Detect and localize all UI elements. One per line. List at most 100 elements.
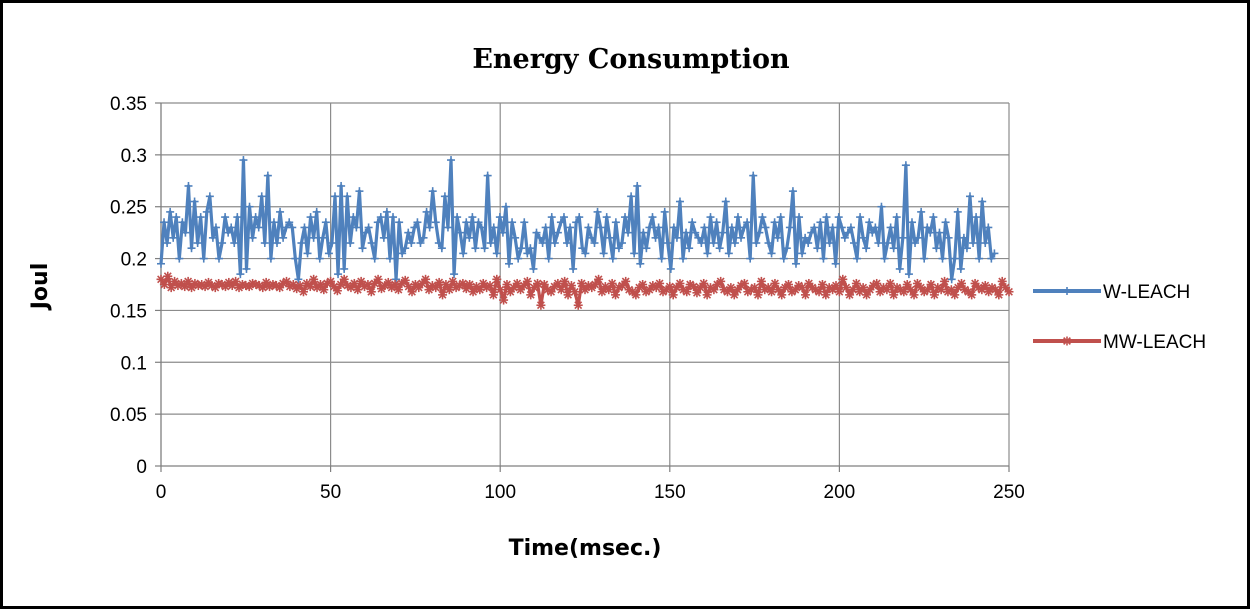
data-point	[553, 278, 563, 288]
data-point	[761, 223, 770, 232]
data-point	[837, 223, 846, 232]
data-point	[529, 283, 539, 293]
data-point	[266, 254, 275, 263]
legend: W-LEACH MW-LEACH	[1033, 282, 1206, 353]
data-point	[929, 290, 939, 300]
data-point	[843, 228, 852, 237]
data-point	[474, 218, 483, 227]
x-tick-label: 250	[993, 482, 1025, 503]
data-point	[984, 223, 993, 232]
data-point	[178, 218, 187, 227]
data-point	[938, 254, 947, 263]
data-point	[495, 285, 505, 295]
data-point	[853, 254, 862, 263]
data-point	[611, 290, 621, 300]
data-point	[172, 213, 181, 222]
x-tick-label: 200	[824, 482, 856, 503]
data-point	[859, 233, 868, 242]
data-point	[309, 233, 318, 242]
data-point	[849, 239, 858, 248]
data-point	[404, 282, 414, 292]
data-point	[541, 223, 550, 232]
data-point	[846, 223, 855, 232]
data-point	[845, 290, 855, 300]
data-point	[639, 228, 648, 237]
data-point	[750, 283, 760, 293]
data-point	[456, 228, 465, 237]
data-point	[782, 244, 791, 253]
data-point	[480, 244, 489, 253]
data-point	[920, 254, 929, 263]
data-point	[370, 254, 379, 263]
data-point	[312, 207, 321, 216]
data-point	[393, 285, 403, 295]
data-point	[798, 249, 807, 258]
data-point	[421, 274, 431, 284]
data-point	[508, 218, 517, 227]
data-point	[573, 300, 583, 310]
data-point	[361, 228, 370, 237]
data-point	[895, 264, 904, 273]
data-point	[230, 239, 239, 248]
data-point	[909, 290, 919, 300]
data-point	[326, 276, 336, 286]
data-point	[169, 233, 178, 242]
data-point	[987, 254, 996, 263]
y-tick-label: 0.05	[110, 405, 147, 426]
data-point	[428, 187, 437, 196]
data-point	[801, 233, 810, 242]
data-point	[675, 278, 685, 288]
data-point	[450, 270, 459, 279]
data-point	[587, 233, 596, 242]
data-point	[688, 218, 697, 227]
data-point	[923, 223, 932, 232]
data-point	[458, 278, 468, 288]
data-point	[499, 295, 509, 305]
data-point	[285, 218, 294, 227]
data-point	[821, 290, 831, 300]
data-point	[956, 264, 965, 273]
data-point	[306, 213, 315, 222]
data-point	[797, 283, 807, 293]
data-point	[349, 213, 358, 222]
data-point	[236, 270, 245, 279]
data-point	[868, 228, 877, 237]
data-point	[566, 223, 575, 232]
data-point	[163, 239, 172, 248]
data-point	[522, 276, 532, 286]
x-tick-label: 100	[484, 482, 516, 503]
data-point	[563, 290, 573, 300]
data-point	[297, 239, 306, 248]
data-point	[758, 213, 767, 222]
data-point	[672, 233, 681, 242]
data-point	[729, 290, 739, 300]
data-point	[462, 218, 471, 227]
data-point	[358, 244, 367, 253]
data-point	[511, 233, 520, 242]
data-point	[199, 254, 208, 263]
data-point	[379, 233, 388, 242]
data-point	[570, 287, 580, 297]
data-point	[560, 276, 570, 286]
data-point	[495, 213, 504, 222]
x-tick-label: 0	[156, 482, 167, 503]
data-point	[877, 202, 886, 211]
data-point	[946, 285, 956, 295]
data-point	[679, 254, 688, 263]
data-point	[489, 223, 498, 232]
data-point	[231, 276, 241, 286]
series-line-w-leach	[159, 158, 996, 281]
data-point	[498, 228, 507, 237]
data-point	[353, 285, 363, 295]
data-point	[315, 280, 325, 289]
data-point	[193, 239, 202, 248]
data-point	[437, 244, 446, 253]
y-tick-label: 0.3	[121, 146, 147, 167]
data-point	[746, 254, 755, 263]
data-point	[694, 233, 703, 242]
legend-marker	[1062, 336, 1072, 346]
data-point	[926, 228, 935, 237]
data-point	[770, 218, 779, 227]
data-point	[788, 187, 797, 196]
